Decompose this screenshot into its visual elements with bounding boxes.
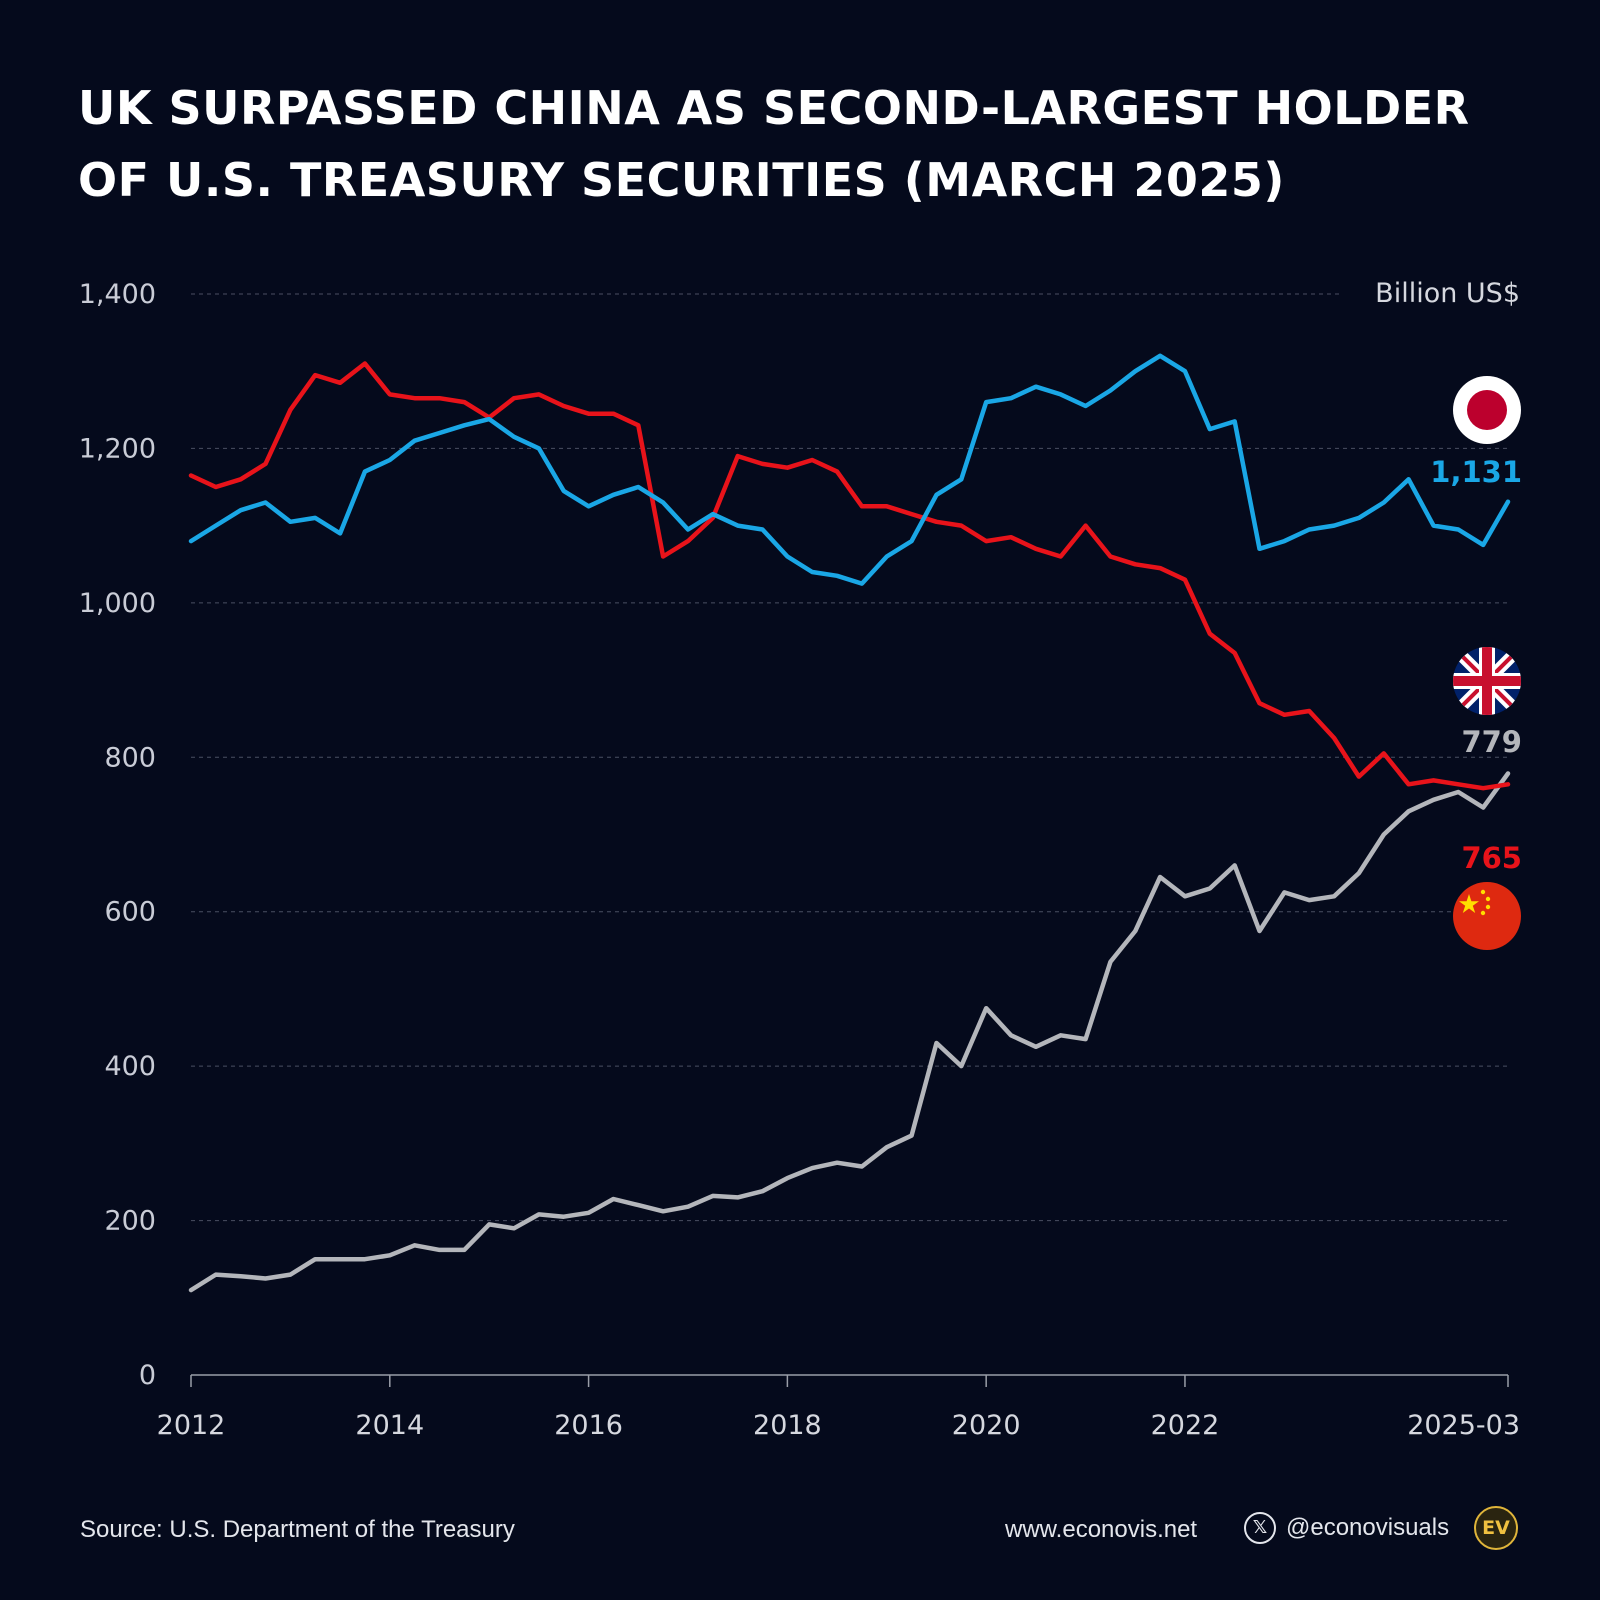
gridlines xyxy=(191,293,1508,1222)
series-lines xyxy=(188,353,1511,1293)
x-tick-label: 2025-03 xyxy=(1407,1410,1520,1441)
series-line-united-kingdom xyxy=(188,771,1511,1293)
y-tick-label: 400 xyxy=(104,1051,156,1082)
website-link[interactable]: www.econovis.net xyxy=(1005,1516,1198,1543)
y-axis-tick-labels: 0 200 400 600 800 1,000 1,200 1,400 xyxy=(79,279,156,1391)
china-flag-icon xyxy=(1453,882,1521,950)
social-handle-link[interactable]: @econovisuals xyxy=(1286,1514,1450,1541)
chart-title-line-2: OF U.S. TREASURY SECURITIES (MARCH 2025) xyxy=(78,153,1285,207)
japan-end-value-label: 1,131 xyxy=(1430,455,1522,489)
china-end-value-label: 765 xyxy=(1461,841,1522,875)
x-logo-icon[interactable]: 𝕏 xyxy=(1244,1512,1276,1544)
econovis-logo: EV xyxy=(1474,1506,1518,1550)
x-tick-label: 2018 xyxy=(753,1410,822,1441)
chart-title: UK SURPASSED CHINA AS SECOND-LARGEST HOL… xyxy=(78,72,1518,216)
chart-title-line-1: UK SURPASSED CHINA AS SECOND-LARGEST HOL… xyxy=(78,81,1470,135)
y-tick-label: 1,000 xyxy=(79,588,156,619)
y-tick-label: 600 xyxy=(104,897,156,928)
y-axis-unit-label: Billion US$ xyxy=(1375,278,1520,309)
source-note: Source: U.S. Department of the Treasury xyxy=(80,1516,515,1543)
y-tick-label: 1,200 xyxy=(79,433,156,464)
x-tick-label: 2012 xyxy=(157,1410,226,1441)
series-line-china xyxy=(188,361,1511,791)
x-axis: 2012 2014 2016 2018 2020 2022 2025-03 xyxy=(157,1374,1520,1441)
x-tick-label: 2016 xyxy=(554,1410,623,1441)
uk-end-value-label: 779 xyxy=(1461,725,1522,759)
japan-flag-icon xyxy=(1453,376,1521,444)
series-line-japan xyxy=(188,353,1511,586)
y-tick-label: 200 xyxy=(104,1206,156,1237)
x-tick-label: 2014 xyxy=(355,1410,424,1441)
y-tick-label: 0 xyxy=(139,1360,156,1391)
y-tick-label: 800 xyxy=(104,742,156,773)
x-tick-label: 2020 xyxy=(952,1410,1021,1441)
y-tick-label: 1,400 xyxy=(79,279,156,310)
uk-flag-icon xyxy=(1453,647,1521,715)
x-tick-label: 2022 xyxy=(1151,1410,1220,1441)
